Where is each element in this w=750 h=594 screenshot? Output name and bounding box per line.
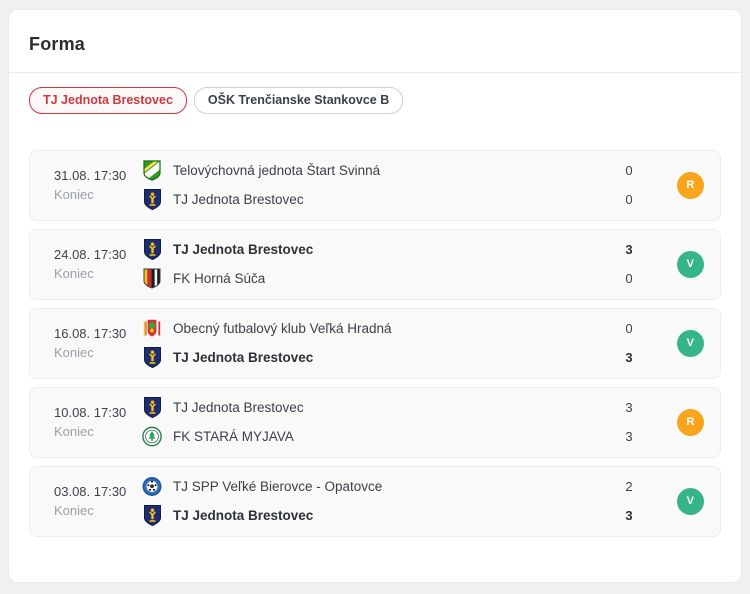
match-datetime: 03.08. 17:30 Koniec <box>54 484 142 518</box>
home-team-row: Telovýchovná jednota Štart Svinná <box>142 159 617 183</box>
match-datetime: 31.08. 17:30 Koniec <box>54 168 142 202</box>
match-datetime: 24.08. 17:30 Koniec <box>54 247 142 281</box>
match-scores: 0 3 <box>617 317 641 370</box>
tab-osk-trencianske-stankovce-b[interactable]: OŠK Trenčianske Stankovce B <box>193 87 404 114</box>
home-team-score: 3 <box>625 241 633 257</box>
result-badge-v: V <box>677 329 704 357</box>
match-date: 31.08. 17:30 <box>54 168 127 183</box>
away-team-row: FK STARÁ MYJAVA <box>142 425 617 449</box>
away-team-row: TJ Jednota Brestovec <box>142 504 617 528</box>
match-card[interactable]: 24.08. 17:30 Koniec TJ Jednota Brestovec… <box>29 228 721 300</box>
match-scores: 0 0 <box>617 159 641 212</box>
result-badge-v: V <box>677 250 704 278</box>
match-card[interactable]: 10.08. 17:30 Koniec TJ Jednota Brestovec… <box>29 386 721 458</box>
away-team-row: TJ Jednota Brestovec <box>142 346 617 370</box>
match-card[interactable]: 03.08. 17:30 Koniec TJ SPP Veľké Bierovc… <box>29 465 721 537</box>
match-list: 31.08. 17:30 Koniec Telovýchovná jednota… <box>29 149 721 537</box>
away-team-row: FK Horná Súča <box>142 267 617 291</box>
bierovce-opatovce-crest-icon <box>142 476 162 498</box>
tab-tj-jednota-brestovec[interactable]: TJ Jednota Brestovec <box>29 87 187 114</box>
match-date: 16.08. 17:30 <box>54 326 127 341</box>
widget-title: Forma <box>29 34 86 54</box>
home-team-row: TJ SPP Veľké Bierovce - Opatovce <box>142 475 617 499</box>
away-team-name: TJ Jednota Brestovec <box>173 192 304 207</box>
horna-suca-crest-icon <box>142 268 162 290</box>
match-teams: Obecný futbalový klub Veľká Hradná TJ Je… <box>142 317 617 370</box>
match-teams: Telovýchovná jednota Štart Svinná TJ Jed… <box>142 159 617 212</box>
form-widget: Forma TJ Jednota Brestovec OŠK Trenčians… <box>8 9 742 583</box>
home-team-row: Obecný futbalový klub Veľká Hradná <box>142 317 617 341</box>
away-team-name: TJ Jednota Brestovec <box>173 508 314 523</box>
start-svinna-crest-icon <box>142 160 162 182</box>
match-card[interactable]: 31.08. 17:30 Koniec Telovýchovná jednota… <box>29 149 721 221</box>
away-team-row: TJ Jednota Brestovec <box>142 188 617 212</box>
home-team-score: 2 <box>625 478 633 494</box>
home-team-score: 0 <box>625 162 633 178</box>
home-team-row: TJ Jednota Brestovec <box>142 396 617 420</box>
home-team-score: 3 <box>625 399 633 415</box>
away-team-score: 0 <box>625 270 633 286</box>
home-team-name: Telovýchovná jednota Štart Svinná <box>173 163 381 178</box>
away-team-score: 3 <box>625 349 633 365</box>
match-teams: TJ Jednota Brestovec FK Horná Súča <box>142 238 617 291</box>
away-team-score: 0 <box>625 191 633 207</box>
away-team-name: FK Horná Súča <box>173 271 266 286</box>
match-status: Koniec <box>54 345 94 360</box>
result-badge-r: R <box>677 408 704 436</box>
away-team-name: TJ Jednota Brestovec <box>173 350 314 365</box>
home-team-name: TJ Jednota Brestovec <box>173 242 314 257</box>
match-card[interactable]: 16.08. 17:30 Koniec Obecný futbalový klu… <box>29 307 721 379</box>
home-team-name: Obecný futbalový klub Veľká Hradná <box>173 321 392 336</box>
match-status: Koniec <box>54 424 94 439</box>
jednota-brestovec-crest-icon <box>142 397 162 419</box>
match-datetime: 10.08. 17:30 Koniec <box>54 405 142 439</box>
team-filter-tabs: TJ Jednota Brestovec OŠK Trenčianske Sta… <box>9 73 741 114</box>
match-status: Koniec <box>54 187 94 202</box>
result-badge-v: V <box>677 487 704 515</box>
away-team-score: 3 <box>625 428 633 444</box>
match-scores: 2 3 <box>617 475 641 528</box>
match-status: Koniec <box>54 503 94 518</box>
away-team-score: 3 <box>625 507 633 523</box>
jednota-brestovec-crest-icon <box>142 239 162 261</box>
velka-hradna-crest-icon <box>142 318 162 340</box>
match-scores: 3 3 <box>617 396 641 449</box>
result-badge-r: R <box>677 171 704 199</box>
stara-myjava-crest-icon <box>142 426 162 448</box>
match-scores: 3 0 <box>617 238 641 291</box>
jednota-brestovec-crest-icon <box>142 189 162 211</box>
jednota-brestovec-crest-icon <box>142 505 162 527</box>
widget-header: Forma <box>9 10 741 73</box>
match-teams: TJ SPP Veľké Bierovce - Opatovce TJ Jedn… <box>142 475 617 528</box>
home-team-name: TJ SPP Veľké Bierovce - Opatovce <box>173 479 383 494</box>
match-date: 03.08. 17:30 <box>54 484 127 499</box>
match-status: Koniec <box>54 266 94 281</box>
away-team-name: FK STARÁ MYJAVA <box>173 429 294 444</box>
match-datetime: 16.08. 17:30 Koniec <box>54 326 142 360</box>
home-team-score: 0 <box>625 320 633 336</box>
match-date: 24.08. 17:30 <box>54 247 127 262</box>
match-date: 10.08. 17:30 <box>54 405 127 420</box>
jednota-brestovec-crest-icon <box>142 347 162 369</box>
home-team-row: TJ Jednota Brestovec <box>142 238 617 262</box>
home-team-name: TJ Jednota Brestovec <box>173 400 304 415</box>
match-teams: TJ Jednota Brestovec FK STARÁ MYJAVA <box>142 396 617 449</box>
